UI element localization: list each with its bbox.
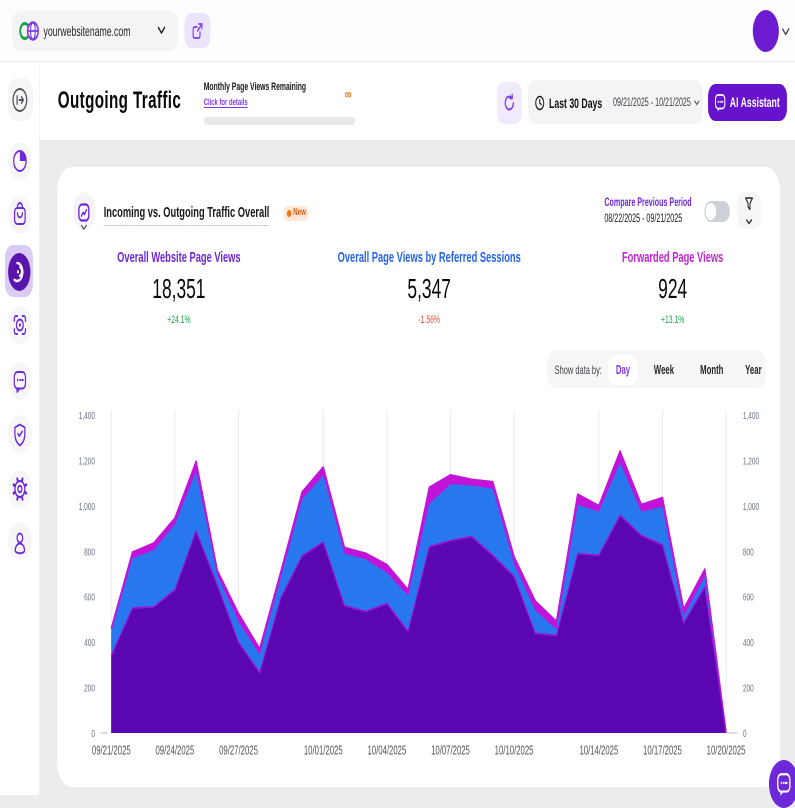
svg-text:10/04/2025: 10/04/2025 [367,745,406,758]
svg-text:10/17/2025: 10/17/2025 [643,745,682,758]
svg-text:10/10/2025: 10/10/2025 [495,745,534,758]
svg-text:600: 600 [743,591,754,603]
svg-text:1,400: 1,400 [79,409,95,421]
svg-text:400: 400 [84,637,95,649]
svg-text:1,400: 1,400 [743,409,759,421]
svg-text:1,000: 1,000 [79,500,95,512]
svg-text:0: 0 [91,727,95,739]
svg-text:1,200: 1,200 [743,455,759,467]
svg-text:600: 600 [84,591,95,603]
svg-text:10/01/2025: 10/01/2025 [304,745,343,758]
svg-text:0: 0 [743,727,747,739]
svg-text:1,000: 1,000 [743,500,759,512]
svg-text:400: 400 [743,637,754,649]
svg-text:1,200: 1,200 [79,455,95,467]
svg-text:09/21/2025: 09/21/2025 [92,745,131,758]
svg-text:09/27/2025: 09/27/2025 [219,745,258,758]
svg-text:200: 200 [743,682,754,694]
svg-text:10/14/2025: 10/14/2025 [579,745,618,758]
svg-text:10/07/2025: 10/07/2025 [431,745,470,758]
svg-text:200: 200 [84,682,95,694]
svg-text:800: 800 [743,546,754,558]
svg-text:09/24/2025: 09/24/2025 [155,745,194,758]
svg-text:10/20/2025: 10/20/2025 [707,745,746,758]
svg-text:800: 800 [84,546,95,558]
